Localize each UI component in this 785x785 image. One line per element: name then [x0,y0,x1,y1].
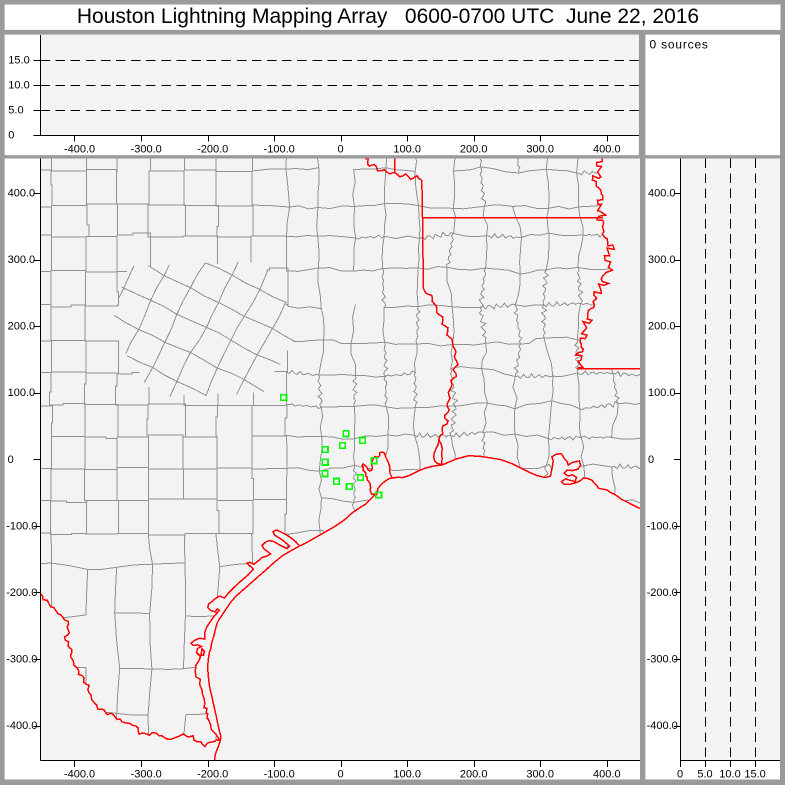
svg-text:400.0: 400.0 [593,769,621,781]
svg-text:-400.0: -400.0 [647,720,678,732]
svg-text:15.0: 15.0 [8,54,29,66]
svg-text:400.0: 400.0 [648,188,676,200]
svg-text:100.0: 100.0 [393,769,421,781]
svg-text:-100.0: -100.0 [6,520,37,532]
svg-text:100.0: 100.0 [393,143,421,155]
svg-text:0: 0 [648,454,654,466]
svg-text:-200.0: -200.0 [197,769,228,781]
svg-text:10.0: 10.0 [719,769,740,781]
svg-text:0 sources: 0 sources [650,38,709,52]
svg-text:300.0: 300.0 [648,254,676,266]
svg-text:5.0: 5.0 [8,104,23,116]
svg-text:300.0: 300.0 [526,769,554,781]
svg-text:100.0: 100.0 [648,387,676,399]
svg-text:-100.0: -100.0 [264,769,295,781]
svg-text:Houston Lightning Mapping Arra: Houston Lightning Mapping Array 0600-070… [77,5,699,28]
svg-text:0: 0 [338,143,344,155]
svg-text:200.0: 200.0 [8,321,36,333]
svg-text:5.0: 5.0 [697,769,712,781]
svg-text:10.0: 10.0 [8,79,29,91]
svg-text:15.0: 15.0 [744,769,765,781]
svg-text:-200.0: -200.0 [197,143,228,155]
svg-text:200.0: 200.0 [460,769,488,781]
svg-text:-300.0: -300.0 [131,769,162,781]
svg-text:-100.0: -100.0 [264,143,295,155]
svg-text:400.0: 400.0 [593,143,621,155]
svg-text:-300.0: -300.0 [647,653,678,665]
svg-text:0: 0 [677,769,683,781]
svg-text:-200.0: -200.0 [647,587,678,599]
svg-text:300.0: 300.0 [526,143,554,155]
svg-text:0: 0 [8,129,14,141]
svg-text:400.0: 400.0 [8,188,36,200]
svg-text:100.0: 100.0 [8,387,36,399]
svg-text:0: 0 [8,454,14,466]
svg-text:-400.0: -400.0 [64,143,95,155]
svg-text:200.0: 200.0 [648,321,676,333]
svg-text:300.0: 300.0 [8,254,36,266]
svg-text:-400.0: -400.0 [6,720,37,732]
svg-text:-300.0: -300.0 [6,653,37,665]
svg-text:-300.0: -300.0 [131,143,162,155]
svg-text:-100.0: -100.0 [647,520,678,532]
svg-text:0: 0 [338,769,344,781]
svg-text:-400.0: -400.0 [64,769,95,781]
svg-text:200.0: 200.0 [460,143,488,155]
svg-text:-200.0: -200.0 [6,587,37,599]
